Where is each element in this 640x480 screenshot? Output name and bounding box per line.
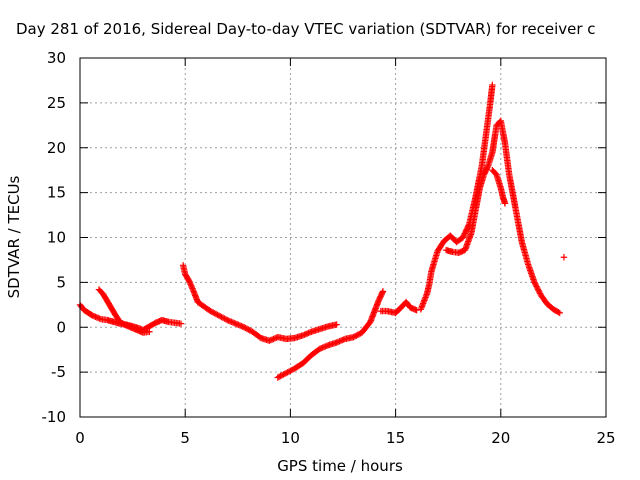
tick-labels: 0 5 10 15 20 25 -10 -5 0 5 10 15 20 25 30 — [42, 49, 616, 447]
y-tick-label: -5 — [51, 363, 66, 381]
track-g-point — [534, 284, 541, 292]
track-g-point — [556, 309, 563, 317]
x-tick-label: 25 — [596, 429, 615, 447]
track-f-point — [489, 81, 496, 89]
track-a-point — [177, 320, 185, 327]
track-d-point — [379, 289, 386, 296]
track-g-point — [531, 280, 539, 287]
track-d-point — [355, 330, 363, 338]
x-tick-label: 20 — [491, 429, 510, 447]
track-c-point — [243, 325, 251, 332]
y-tick-label: 20 — [47, 139, 66, 157]
track-e-point — [413, 307, 420, 314]
track-d-point — [351, 333, 359, 340]
y-axis-label: SDTVAR / TECUs — [5, 175, 23, 298]
track-d-point — [288, 366, 295, 374]
track-c-point — [189, 286, 197, 294]
track-d-point — [278, 372, 286, 379]
y-tick-label: 0 — [56, 318, 66, 336]
x-axis-label: GPS time / hours — [277, 457, 403, 475]
track-g-point — [534, 286, 542, 293]
track-c-point — [207, 307, 214, 315]
y-tick-label: 5 — [56, 273, 66, 291]
track-d-point — [277, 372, 284, 380]
track-c-point — [245, 326, 252, 333]
track-g-point — [532, 281, 540, 289]
axis-ticks — [79, 57, 607, 418]
track-c-point — [222, 316, 230, 323]
track-d-point — [350, 333, 357, 341]
track-c-point — [242, 324, 249, 332]
track-g-point — [535, 287, 542, 294]
track-c-point — [210, 309, 217, 316]
track-c-point — [240, 324, 248, 331]
y-tick-label: 15 — [47, 184, 66, 202]
x-tick-label: 15 — [386, 429, 405, 447]
x-tick-label: 5 — [180, 429, 190, 447]
track-d-point — [379, 288, 387, 295]
track-c-point — [211, 310, 218, 317]
track-d-point — [285, 368, 293, 375]
data-points — [76, 81, 568, 381]
track-d-point — [281, 370, 288, 377]
track-h-point — [501, 200, 509, 207]
track-d-point — [274, 374, 281, 381]
track-g-point — [531, 279, 538, 286]
chart-title: Day 281 of 2016, Sidereal Day-to-day VTE… — [16, 20, 596, 38]
track-c-point — [214, 311, 221, 319]
track-c-point — [246, 327, 253, 334]
outlier-point — [560, 254, 568, 261]
track-d-point — [287, 367, 294, 374]
track-c-point — [208, 308, 216, 316]
track-c-point — [333, 321, 340, 328]
track-d-point — [284, 369, 291, 376]
x-tick-label: 10 — [281, 429, 300, 447]
track-d-point — [275, 373, 283, 380]
x-tick-label: 0 — [75, 429, 85, 447]
track-d-point — [282, 369, 290, 377]
track-d-point — [280, 371, 287, 378]
track-c-point — [219, 314, 227, 322]
y-tick-label: -10 — [42, 408, 67, 426]
track-c-point — [215, 312, 223, 319]
track-c-point — [221, 315, 228, 322]
track-g-point — [533, 283, 540, 290]
track-g-point — [536, 288, 543, 296]
track-d-point — [354, 331, 361, 339]
y-tick-label: 10 — [47, 229, 66, 247]
track-c-point — [217, 313, 224, 320]
y-tick-label: 30 — [47, 49, 66, 67]
track-c-point — [218, 313, 225, 321]
track-c-point — [212, 310, 220, 318]
track-d-point — [353, 332, 360, 339]
track-b-point — [146, 328, 153, 335]
track-g-point — [484, 163, 491, 171]
track-g-point — [555, 308, 562, 316]
y-tick-label: 25 — [47, 94, 66, 112]
